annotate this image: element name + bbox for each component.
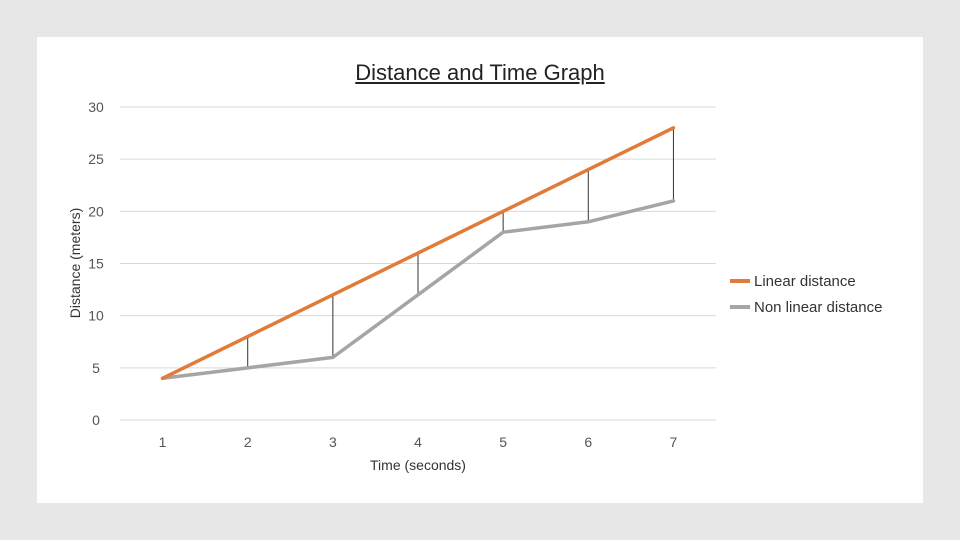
y-tick-label: 25: [88, 151, 104, 167]
x-tick-label: 6: [584, 434, 592, 450]
x-tick-label: 4: [414, 434, 422, 450]
slide-background: [37, 37, 923, 503]
x-tick-label: 2: [244, 434, 252, 450]
legend-item-nonlinear: Non linear distance: [730, 294, 882, 320]
x-axis-ticks: 1 2 3 4 5 6 7: [159, 434, 678, 450]
x-tick-label: 1: [159, 434, 167, 450]
legend-label-nonlinear: Non linear distance: [754, 298, 883, 316]
y-tick-label: 20: [88, 203, 104, 219]
y-tick-label: 30: [88, 99, 104, 115]
x-tick-label: 5: [499, 434, 507, 450]
x-axis-label: Time (seconds): [370, 457, 466, 473]
y-axis-label: Distance (meters): [67, 208, 83, 318]
y-tick-label: 5: [92, 360, 100, 376]
y-tick-label: 0: [92, 412, 100, 428]
y-axis-ticks: 0 5 10 15 20 25 30: [88, 99, 104, 428]
series-lines: [160, 126, 676, 381]
legend-swatch-linear: [730, 279, 750, 283]
series-line-linear: [160, 126, 676, 381]
legend: Linear distance Non linear distance: [730, 268, 882, 320]
legend-label-linear: Linear distance: [754, 272, 856, 290]
y-tick-label: 15: [88, 256, 104, 272]
legend-swatch-nonlinear: [730, 305, 750, 309]
x-tick-label: 3: [329, 434, 337, 450]
x-tick-label: 7: [670, 434, 678, 450]
chart-title: Distance and Time Graph: [355, 60, 605, 85]
y-tick-label: 10: [88, 308, 104, 324]
gridlines: [120, 106, 716, 421]
series-line-nonlinear: [160, 199, 676, 381]
difference-lines: [247, 127, 674, 368]
legend-item-linear: Linear distance: [730, 268, 882, 294]
